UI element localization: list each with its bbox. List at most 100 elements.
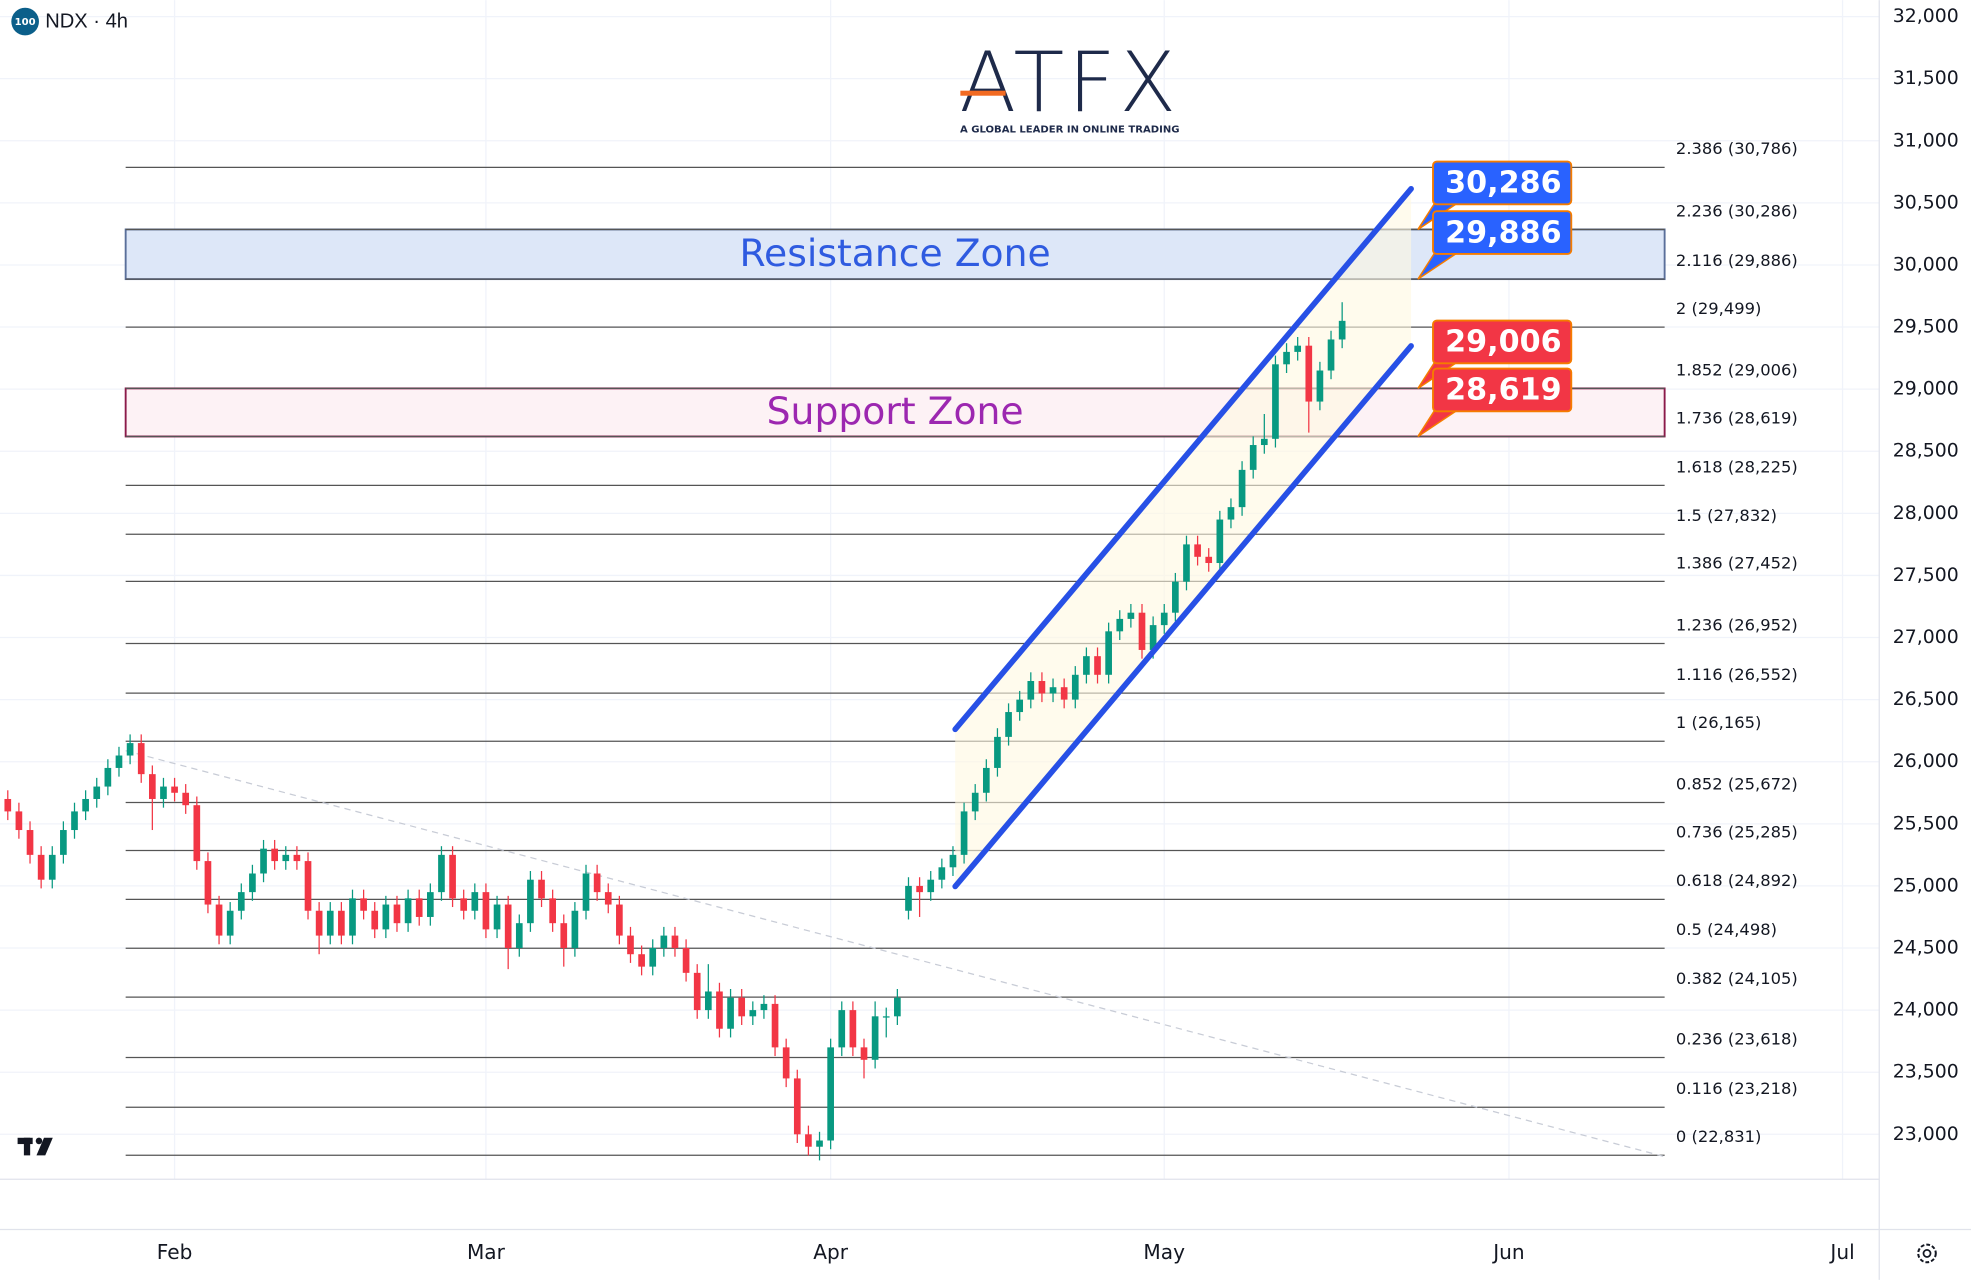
fib-label: 1.386 (27,452): [1676, 553, 1798, 572]
y-tick-label: 25,000: [1893, 875, 1959, 896]
candle-body: [26, 830, 34, 855]
candle-body: [260, 848, 267, 874]
candle-body: [182, 792, 190, 806]
candle-body: [160, 786, 167, 799]
candle-body: [527, 879, 534, 924]
symbol-badge[interactable]: [11, 7, 39, 36]
candle-body: [1305, 345, 1313, 402]
candle-body: [382, 904, 390, 930]
candle-body: [771, 1003, 779, 1048]
candle-body: [360, 898, 367, 911]
y-tick-label: 24,000: [1893, 1000, 1959, 1021]
tradingview-logo[interactable]: [17, 1137, 53, 1156]
settings-button[interactable]: [1917, 1243, 1937, 1264]
price-tag-label: 29,886: [1445, 215, 1561, 250]
fib-label: 1.852 (29,006): [1676, 360, 1798, 379]
candle-body: [249, 873, 256, 893]
fib-label: 1.236 (26,952): [1676, 615, 1798, 634]
y-tick-label: 31,500: [1893, 68, 1959, 89]
candle-body: [226, 910, 234, 936]
candle-body: [82, 798, 89, 812]
candle-body: [137, 743, 145, 775]
y-tick-label: 26,500: [1893, 689, 1959, 710]
fib-label: 0.736 (25,285): [1676, 822, 1798, 841]
candle-body: [371, 910, 379, 930]
price-tag-label: 29,006: [1445, 325, 1561, 360]
candle-body: [871, 1016, 879, 1060]
fib-label: 0.116 (23,218): [1676, 1079, 1798, 1098]
y-tick-label: 30,500: [1893, 192, 1959, 213]
candle-body: [805, 1134, 812, 1147]
candle-body: [582, 873, 590, 911]
fib-label: 2 (29,499): [1676, 299, 1761, 318]
y-tick-label: 31,000: [1893, 130, 1959, 151]
candle-body: [149, 774, 156, 799]
candle-body: [738, 997, 746, 1017]
candle-body: [93, 786, 101, 799]
candle-body: [982, 767, 990, 793]
badge-text: 100: [15, 17, 36, 28]
candle-body: [1227, 507, 1235, 520]
y-tick-label: 25,500: [1893, 813, 1959, 834]
y-tick-label: 29,000: [1893, 379, 1959, 400]
candle-body: [927, 879, 935, 893]
price-tag-label: 28,619: [1445, 373, 1561, 408]
brand-tagline: A GLOBAL LEADER IN ONLINE TRADING: [960, 125, 1180, 136]
y-tick-label: 23,500: [1893, 1062, 1959, 1083]
candle-body: [1027, 681, 1035, 700]
symbol-title[interactable]: NDX · 4h: [45, 10, 128, 32]
candle-body: [1016, 699, 1024, 713]
y-tick-label: 30,000: [1893, 254, 1959, 275]
candle-body: [682, 948, 690, 973]
candle-body: [315, 910, 323, 936]
fib-label: 1.618 (28,225): [1676, 457, 1798, 476]
candle-body: [471, 892, 479, 911]
price-tag: [1432, 160, 1573, 206]
candle-body: [727, 997, 734, 1029]
candle-body: [938, 867, 946, 880]
candle-body: [515, 923, 523, 949]
candle-body: [338, 910, 345, 936]
candle-body: [426, 892, 434, 917]
candle-body: [549, 898, 556, 924]
candle-body: [638, 954, 645, 967]
price-tag: [1432, 210, 1573, 255]
candle-body: [48, 854, 56, 880]
candle-body: [415, 898, 423, 917]
x-tick-label: Jul: [1828, 1240, 1854, 1264]
candle-body: [949, 854, 957, 868]
candle-body: [838, 1010, 846, 1048]
brand-accent: [960, 90, 1006, 96]
candle-body: [1338, 320, 1346, 340]
fib-label: 0.618 (24,892): [1676, 871, 1798, 890]
candle-body: [1172, 581, 1179, 613]
channel-fill: [955, 188, 1412, 887]
candle-body: [749, 1010, 757, 1017]
candle-body: [905, 885, 912, 911]
candle-body: [1238, 469, 1246, 508]
fib-label: 0 (22,831): [1676, 1127, 1761, 1146]
candle-body: [616, 904, 623, 936]
candle-body: [1283, 351, 1290, 365]
candle-body: [504, 904, 512, 949]
candle-body: [1083, 656, 1090, 675]
x-tick-label: Feb: [157, 1240, 193, 1264]
candle-body: [304, 861, 312, 911]
price-tag: [1432, 319, 1573, 365]
candle-body: [1005, 712, 1012, 737]
candle-body: [4, 798, 12, 812]
x-tick-label: May: [1143, 1240, 1185, 1264]
candle-body: [1071, 674, 1079, 700]
channel-line: [952, 185, 1414, 733]
candle-body: [460, 898, 468, 911]
candle-body: [671, 935, 679, 949]
candle-body: [349, 898, 356, 936]
candle-body: [204, 861, 212, 905]
candle-body: [1183, 544, 1190, 582]
y-tick-label: 29,500: [1893, 317, 1959, 338]
candle-body: [1149, 625, 1157, 650]
candle-body: [126, 743, 134, 756]
candle-body: [193, 805, 201, 862]
